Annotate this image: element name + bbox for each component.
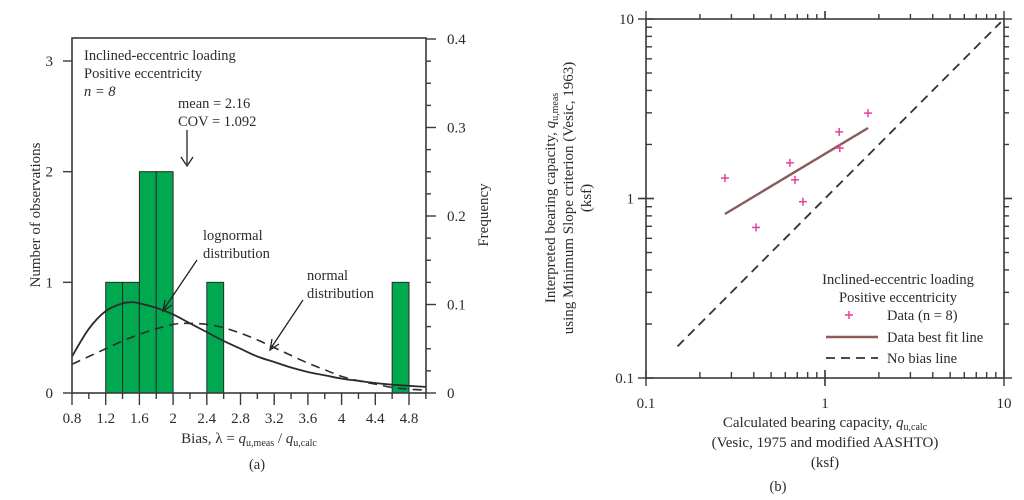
y2-axis-ticks: 0 0.1 0.2 0.3 0.4 <box>426 32 466 402</box>
x-tick-label: 2.4 <box>197 411 216 427</box>
y2-tick-label: 0.1 <box>447 298 466 314</box>
y-axis-title: Number of observations <box>28 142 44 287</box>
y2-tick-label: 0 <box>447 386 455 402</box>
cov-label: COV = 1.092 <box>178 114 256 130</box>
y-tick-label-b: 0.1 <box>615 371 634 387</box>
x-tick-label-b: 10 <box>997 396 1012 412</box>
data-point <box>785 158 794 167</box>
x-tick-label: 3.2 <box>265 411 284 427</box>
scatter-panel: 0.1 1 10 0.1 1 10 Inclined-eccentric loading… <box>543 11 1012 495</box>
best-fit-line <box>724 126 869 215</box>
normal-curve <box>71 322 426 392</box>
x-axis-title-b-line1: Calculated bearing capacity, qu,calc <box>723 415 928 433</box>
histogram-bar <box>138 171 157 394</box>
x-tick-label: 3.6 <box>299 411 318 427</box>
data-point <box>864 109 873 118</box>
y-axis-ticks-b: 0.1 1 10 <box>615 12 1012 387</box>
y2-tick-label: 0.2 <box>447 209 466 225</box>
x-axis-title: Bias, λ = qu,meas / qu,calc <box>181 431 317 449</box>
y-axis-title-b-line2: using Minimum Slope criterion (Vesic, 19… <box>561 62 577 334</box>
data-point <box>835 144 844 153</box>
legend-title-line2: Positive eccentricity <box>839 290 958 306</box>
y-tick-label: 1 <box>46 275 54 291</box>
legend-title-line1: Inclined-eccentric loading <box>822 272 974 288</box>
x-tick-label-b: 1 <box>821 396 829 412</box>
mean-label: mean = 2.16 <box>178 96 250 112</box>
y2-axis-title: Frequency <box>476 183 492 247</box>
y-tick-label-b: 1 <box>627 192 635 208</box>
lognormal-label-line1: lognormal <box>203 228 263 244</box>
x-tick-label: 4 <box>338 411 346 427</box>
normal-arrowhead-icon <box>269 338 280 352</box>
x-tick-label: 0.8 <box>63 411 82 427</box>
y-axis-title-b-line1: Interpreted bearing capacity, qu,meas <box>543 93 561 303</box>
data-point <box>798 197 807 206</box>
x-tick-label: 1.6 <box>130 411 149 427</box>
y2-tick-label: 0.4 <box>447 32 466 48</box>
legend-marker-plus-icon <box>845 311 853 319</box>
distribution-curves <box>71 301 426 392</box>
x-tick-label: 4.8 <box>400 411 419 427</box>
eccentricity-title: Positive eccentricity <box>84 66 203 82</box>
x-axis-title-b-line2: (Vesic, 1975 and modified AASHTO) <box>712 435 939 451</box>
data-point <box>720 174 729 183</box>
histogram-bar <box>391 281 410 394</box>
normal-label-line1: normal <box>307 268 348 284</box>
x-axis-ticks-b: 0.1 1 10 <box>637 11 1012 412</box>
y-tick-label-b: 10 <box>619 12 634 28</box>
data-point <box>752 223 761 232</box>
no-bias-line <box>676 21 1002 348</box>
histogram-bar <box>105 281 124 394</box>
normal-label-line2: distribution <box>307 286 375 302</box>
y-axis-title-b-line3: (ksf) <box>579 184 595 212</box>
histogram-bar <box>206 281 225 394</box>
mean-arrowhead-icon <box>180 156 194 168</box>
legend-label-data: Data (n = 8) <box>887 308 958 324</box>
y-tick-label: 0 <box>46 386 54 402</box>
lognormal-arrowhead-icon <box>162 299 173 313</box>
y2-tick-label: 0.3 <box>447 121 466 137</box>
y-axis-ticks: 0 1 2 3 <box>46 54 72 402</box>
normal-arrow <box>270 299 304 349</box>
x-tick-label-b: 0.1 <box>637 396 656 412</box>
panel-label-a: (a) <box>249 457 265 473</box>
x-tick-label: 4.4 <box>366 411 385 427</box>
legend-label-fit: Data best fit line <box>887 330 983 346</box>
x-tick-label: 2.8 <box>231 411 250 427</box>
panel-label-b: (b) <box>770 479 787 495</box>
x-axis-title-b-line3: (ksf) <box>811 455 839 471</box>
x-tick-label: 2 <box>169 411 177 427</box>
loading-title: Inclined-eccentric loading <box>84 48 236 64</box>
y-tick-label: 3 <box>46 54 54 70</box>
data-point <box>791 175 800 184</box>
x-axis-ticks: 0.8 1.2 1.6 2 2.4 2.8 3.2 3.6 4 4.4 4.8 <box>63 393 427 427</box>
lognormal-curve <box>71 301 426 388</box>
legend-label-nobias: No bias line <box>887 351 957 367</box>
data-point <box>835 127 844 136</box>
x-tick-label: 1.2 <box>96 411 115 427</box>
y-tick-label: 2 <box>46 165 54 181</box>
histogram-bar <box>155 171 174 394</box>
data-points <box>720 109 873 232</box>
histogram-bars <box>105 171 410 394</box>
legend: Inclined-eccentric loading Positive ecce… <box>822 272 983 367</box>
sample-size: n = 8 <box>84 84 116 100</box>
lognormal-arrow <box>163 259 198 310</box>
lognormal-label-line2: distribution <box>203 246 271 262</box>
